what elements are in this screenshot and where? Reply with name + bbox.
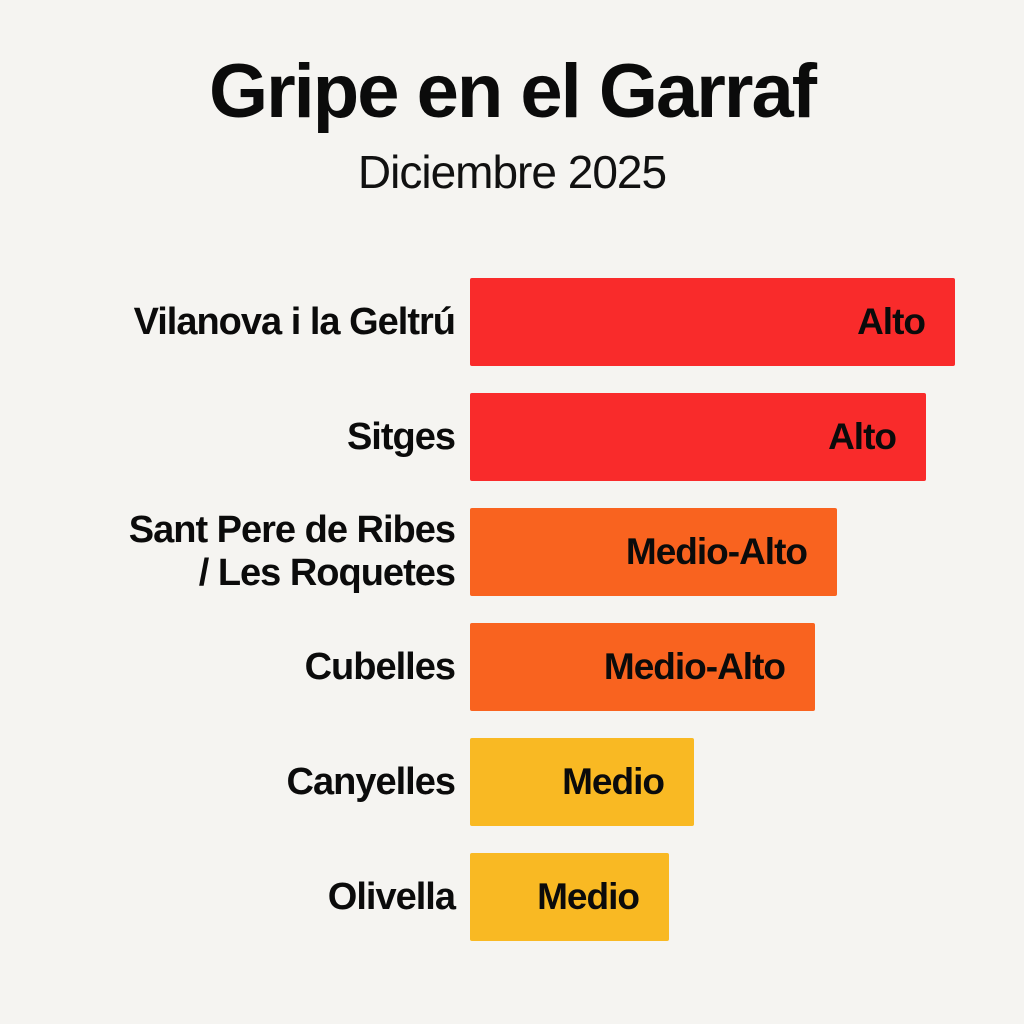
chart-row: Canyelles Medio <box>0 738 1024 827</box>
level-bar: Medio <box>470 738 694 827</box>
level-bar: Medio-Alto <box>470 508 837 597</box>
row-label: Olivella <box>0 876 470 920</box>
bar-chart: Vilanova i la Geltrú Alto Sitges Alto Sa… <box>0 278 1024 942</box>
municipality-name: Sant Pere de Ribes <box>128 508 456 551</box>
level-label: Medio <box>537 876 640 918</box>
municipality-name: Olivella <box>327 875 456 918</box>
municipality-name: Canyelles <box>286 760 456 803</box>
municipality-name: Vilanova i la Geltrú <box>133 300 456 343</box>
row-label: Canyelles <box>0 761 470 805</box>
chart-subtitle: Diciembre 2025 <box>357 145 667 198</box>
municipality-name-line2: / Les Roquetes <box>198 552 456 595</box>
level-label: Medio <box>562 761 665 803</box>
municipality-name: Sitges <box>346 415 456 458</box>
level-label: Medio-Alto <box>603 646 786 688</box>
chart-row: Olivella Medio <box>0 853 1024 942</box>
chart-row: Vilanova i la Geltrú Alto <box>0 278 1024 367</box>
level-label: Alto <box>828 416 897 458</box>
level-label: Medio-Alto <box>625 531 808 573</box>
level-bar: Alto <box>470 393 926 482</box>
municipality-name: Cubelles <box>304 645 456 688</box>
row-label: Cubelles <box>0 646 470 690</box>
level-bar: Medio <box>470 853 669 942</box>
header: Gripe en el Garraf Diciembre 2025 <box>0 0 1024 198</box>
chart-title: Gripe en el Garraf <box>208 49 817 134</box>
row-label: Sitges <box>0 416 470 460</box>
level-bar: Alto <box>470 278 955 367</box>
level-label: Alto <box>857 301 926 343</box>
row-label: Vilanova i la Geltrú <box>0 301 470 345</box>
chart-row: Sant Pere de Ribes / Les Roquetes Medio-… <box>0 508 1024 597</box>
row-label: Sant Pere de Ribes / Les Roquetes <box>0 509 470 596</box>
level-bar: Medio-Alto <box>470 623 815 712</box>
chart-row: Cubelles Medio-Alto <box>0 623 1024 712</box>
chart-row: Sitges Alto <box>0 393 1024 482</box>
